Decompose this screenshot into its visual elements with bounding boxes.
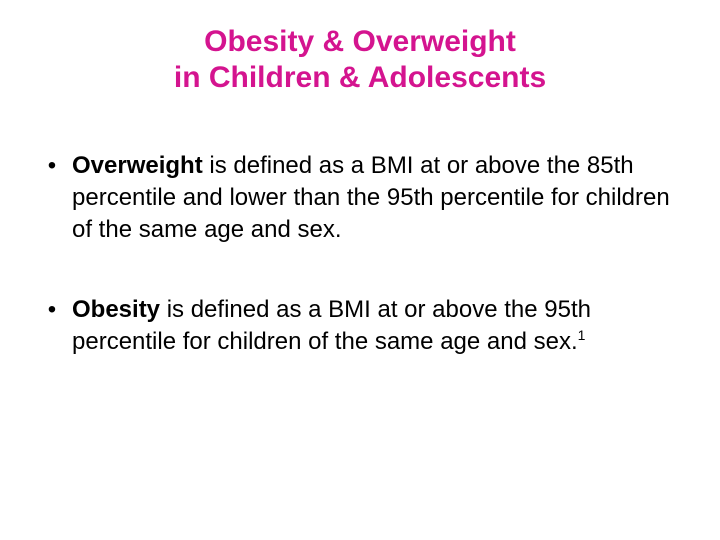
bullet-list: • Overweight is defined as a BMI at or a… <box>40 150 680 406</box>
term-obesity: Obesity <box>72 296 161 323</box>
bullet-icon: • <box>47 152 57 179</box>
definition-obesity: is defined as a BMI at or above the 95th… <box>72 296 591 355</box>
term-overweight: Overweight <box>72 152 203 179</box>
definition-overweight: is defined as a BMI at or above the 85th… <box>72 152 670 243</box>
bullet-obesity: • Obesity is defined as a BMI at or abov… <box>40 294 680 358</box>
bullet-icon: • <box>47 296 57 323</box>
title-line-1: Obesity & Overweight <box>204 25 516 58</box>
footnote-reference: 1 <box>577 327 586 343</box>
bullet-overweight: • Overweight is defined as a BMI at or a… <box>40 150 680 246</box>
slide-title: Obesity & Overweight in Children & Adole… <box>0 24 720 96</box>
title-line-2: in Children & Adolescents <box>173 61 547 94</box>
